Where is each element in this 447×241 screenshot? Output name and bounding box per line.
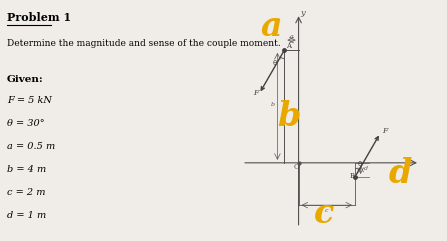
Text: d = 1 m: d = 1 m bbox=[7, 211, 46, 220]
Text: O: O bbox=[294, 163, 299, 171]
Text: c: c bbox=[314, 197, 334, 230]
Text: c = 2 m: c = 2 m bbox=[7, 188, 46, 197]
Text: B: B bbox=[350, 172, 355, 180]
Text: A: A bbox=[286, 42, 291, 50]
Text: a: a bbox=[290, 34, 293, 39]
Text: b: b bbox=[278, 100, 301, 133]
Text: b: b bbox=[270, 102, 274, 107]
Text: θ: θ bbox=[273, 60, 277, 66]
Text: Determine the magnitude and sense of the couple moment.: Determine the magnitude and sense of the… bbox=[7, 39, 281, 47]
Text: Given:: Given: bbox=[7, 75, 44, 84]
Text: a: a bbox=[261, 10, 282, 43]
Text: F: F bbox=[382, 127, 387, 135]
Text: a = 0.5 m: a = 0.5 m bbox=[7, 142, 55, 151]
Text: θ: θ bbox=[357, 161, 362, 167]
Text: F = 5 kN: F = 5 kN bbox=[7, 96, 52, 105]
Text: F: F bbox=[253, 89, 258, 97]
Text: d: d bbox=[364, 166, 368, 171]
Text: θ = 30°: θ = 30° bbox=[7, 119, 45, 128]
Text: b = 4 m: b = 4 m bbox=[7, 165, 46, 174]
Text: Problem 1: Problem 1 bbox=[7, 12, 71, 23]
Text: y: y bbox=[300, 9, 305, 17]
Text: d: d bbox=[389, 157, 412, 190]
Text: c: c bbox=[325, 208, 329, 213]
